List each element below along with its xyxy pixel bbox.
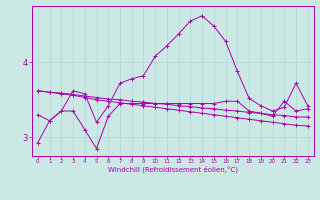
- X-axis label: Windchill (Refroidissement éolien,°C): Windchill (Refroidissement éolien,°C): [108, 166, 238, 173]
